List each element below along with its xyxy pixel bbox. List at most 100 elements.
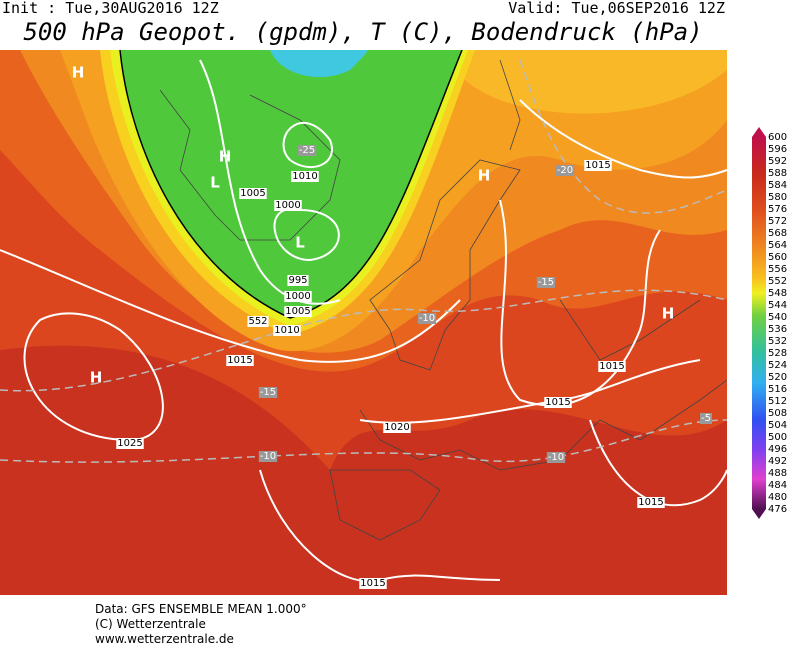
label-box	[555, 165, 575, 176]
contour-label: -25	[299, 145, 315, 156]
contour-label: 552	[248, 316, 267, 327]
colorbar-label: 584	[768, 180, 787, 191]
colorbar-label: 560	[768, 252, 787, 263]
temperature-label: -10	[548, 452, 564, 463]
label-box	[258, 451, 278, 462]
contour-label: 1010	[274, 325, 299, 336]
contour-label: 1015	[360, 578, 385, 589]
temperature-label: -10	[419, 313, 435, 324]
footer-line: Data: GFS ENSEMBLE MEAN 1.000°	[95, 602, 307, 616]
colorbar-label: 524	[768, 360, 787, 371]
contour-label: 1000	[285, 291, 310, 302]
colorbar-label: 536	[768, 324, 787, 335]
colorbar-label: 588	[768, 168, 787, 179]
label-box	[544, 397, 572, 408]
colorbar-scale	[752, 137, 766, 509]
contour-label: 1015	[638, 497, 663, 508]
label-box	[116, 438, 144, 449]
label-box	[297, 145, 317, 156]
colorbar-label: 600	[768, 132, 787, 143]
colorbar-label: 596	[768, 144, 787, 155]
label-box	[291, 171, 319, 182]
colorbar-label: 568	[768, 228, 787, 239]
colorbar-label: 516	[768, 384, 787, 395]
title: 500 hPa Geopot. (gpdm), T (C), Bodendruc…	[23, 18, 702, 46]
label-box	[584, 160, 612, 171]
colorbar-label: 484	[768, 480, 787, 491]
label-box	[700, 413, 712, 424]
contour-label: 1005	[240, 188, 265, 199]
temperature-label: -15	[538, 277, 554, 288]
pressure-center: L	[295, 234, 305, 252]
label-box	[598, 361, 626, 372]
colorbar-label: 520	[768, 372, 787, 383]
colorbar-label: 480	[768, 492, 787, 503]
colorbar-cap	[752, 127, 766, 137]
temperature-label: -10	[260, 451, 276, 462]
colorbar	[752, 127, 766, 519]
contour-label: 995	[288, 275, 307, 286]
pressure-center: H	[662, 305, 675, 323]
colorbar-label: 500	[768, 432, 787, 443]
temperature-label: -5	[701, 413, 711, 424]
map	[0, 50, 727, 595]
label-box	[239, 188, 267, 199]
colorbar-label: 488	[768, 468, 787, 479]
init-time: Init : Tue,30AUG2016 12Z	[2, 0, 219, 17]
label-box	[274, 200, 302, 211]
colorbar-label: 528	[768, 348, 787, 359]
valid-time: Valid: Tue,06SEP2016 12Z	[508, 0, 725, 17]
colorbar-label: 496	[768, 444, 787, 455]
colorbar-label: 592	[768, 156, 787, 167]
temperature-label: -20	[557, 165, 573, 176]
contour-label: 1015	[599, 361, 624, 372]
contour-label: 1005	[285, 306, 310, 317]
label-box	[546, 452, 566, 463]
label-box	[226, 355, 254, 366]
label-box	[284, 291, 312, 302]
colorbar-label: 532	[768, 336, 787, 347]
contour-label: 1000	[275, 200, 300, 211]
colorbar-label: 540	[768, 312, 787, 323]
contour-label: 1025	[117, 438, 142, 449]
colorbar-label: 544	[768, 300, 787, 311]
temperature-label: -15	[260, 387, 276, 398]
contour-label: 1015	[545, 397, 570, 408]
map-labels: H H L -25 1010 1005 1000 L 995 1000 1005…	[72, 64, 712, 589]
pressure-center: L	[210, 174, 220, 192]
label-box	[273, 325, 301, 336]
colorbar-label: 576	[768, 204, 787, 215]
contour-label: 1020	[384, 422, 409, 433]
colorbar-label: 556	[768, 264, 787, 275]
pressure-center: H	[219, 148, 232, 166]
label-box	[383, 422, 411, 433]
label-box	[284, 306, 312, 317]
label-box	[637, 497, 665, 508]
footer-line: www.wetterzentrale.de	[95, 632, 234, 646]
pressure-center: H	[72, 64, 85, 82]
colorbar-label: 580	[768, 192, 787, 203]
colorbar-cap	[752, 509, 766, 519]
label-box	[536, 277, 556, 288]
footer-line: (C) Wetterzentrale	[95, 617, 206, 631]
contour-label: 1015	[585, 160, 610, 171]
colorbar-label: 504	[768, 420, 787, 431]
colorbar-label: 492	[768, 456, 787, 467]
label-box	[287, 275, 309, 286]
contour-label: 1015	[227, 355, 252, 366]
colorbar-label: 564	[768, 240, 787, 251]
label-box	[247, 316, 269, 327]
colorbar-label: 476	[768, 504, 787, 515]
label-box	[359, 578, 387, 589]
colorbar-label: 572	[768, 216, 787, 227]
colorbar-label: 512	[768, 396, 787, 407]
pressure-center: H	[478, 167, 491, 185]
label-box	[258, 387, 278, 398]
contour-label: 1010	[292, 171, 317, 182]
colorbar-label: 552	[768, 276, 787, 287]
colorbar-label: 508	[768, 408, 787, 419]
pressure-center: H	[90, 369, 103, 387]
label-box	[417, 313, 437, 324]
colorbar-label: 548	[768, 288, 787, 299]
